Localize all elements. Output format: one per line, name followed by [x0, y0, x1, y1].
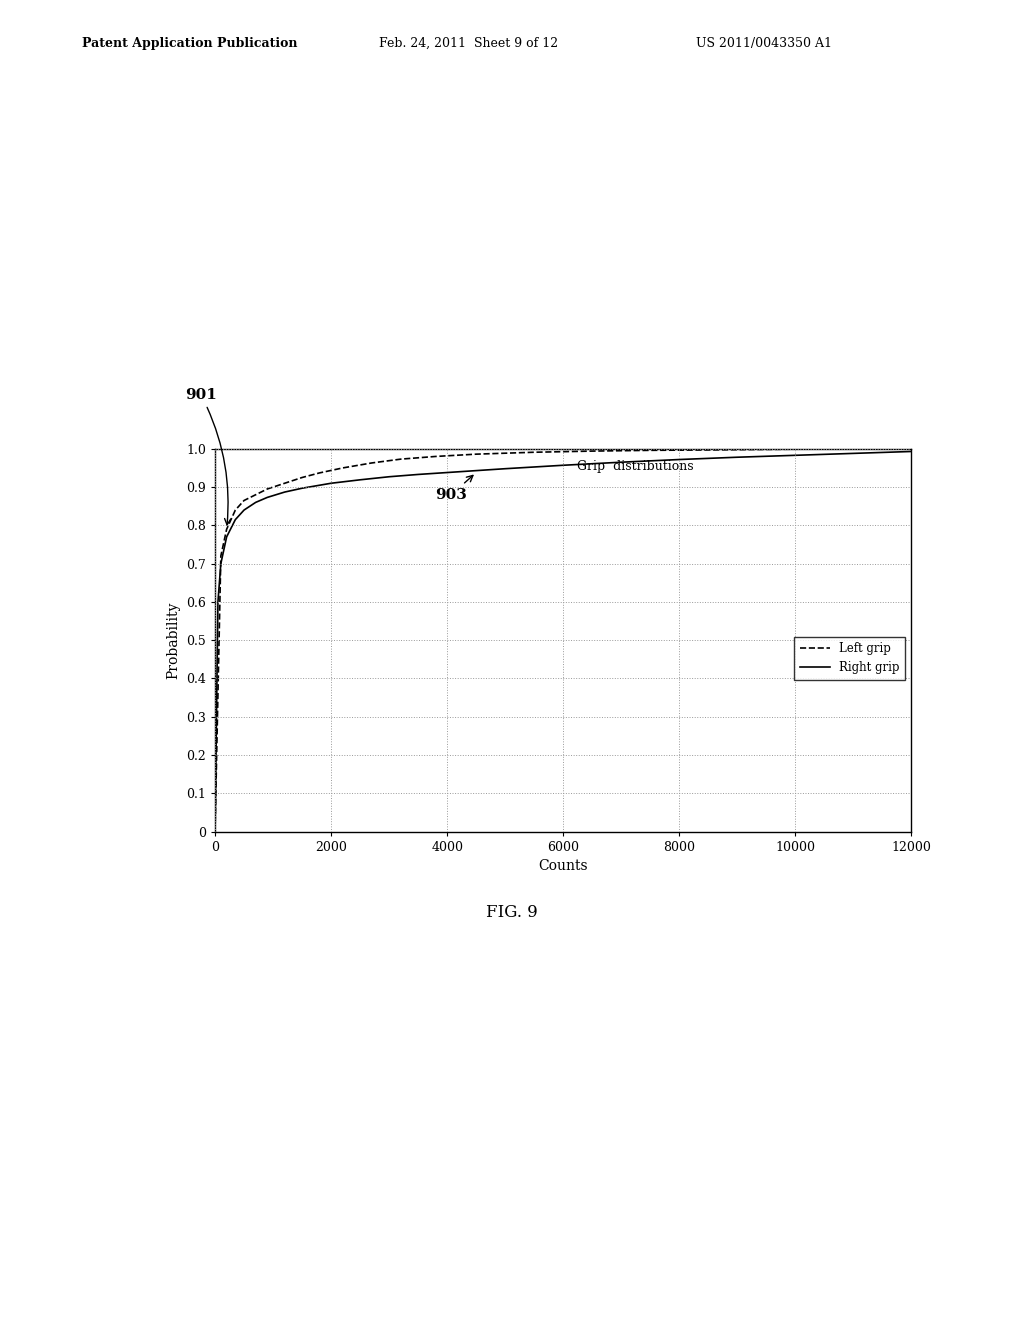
Left grip — [366, 455, 378, 471]
Text: US 2011/0043350 A1: US 2011/0043350 A1 — [696, 37, 833, 50]
Left grip — [905, 441, 918, 457]
Right grip — [220, 529, 232, 545]
Left grip — [229, 502, 242, 517]
Left grip — [220, 521, 232, 537]
Right grip — [673, 451, 685, 467]
Left grip — [279, 475, 291, 491]
Text: 903: 903 — [435, 475, 473, 502]
Right grip — [847, 445, 859, 461]
Right grip — [279, 484, 291, 500]
Right grip — [412, 466, 424, 482]
Text: Feb. 24, 2011  Sheet 9 of 12: Feb. 24, 2011 Sheet 9 of 12 — [379, 37, 558, 50]
Left grip — [528, 445, 541, 461]
Legend: Left grip, Right grip: Left grip, Right grip — [795, 636, 905, 680]
Left grip — [238, 492, 250, 508]
Left grip — [250, 487, 262, 503]
Left grip — [429, 449, 441, 465]
Text: Grip  distributions: Grip distributions — [578, 461, 693, 474]
Left grip — [644, 442, 656, 458]
Right grip — [441, 465, 454, 480]
Right grip — [499, 461, 511, 477]
Right grip — [325, 475, 337, 491]
Right grip — [905, 444, 918, 459]
Line: Right grip: Right grip — [215, 451, 911, 832]
Right grip — [731, 449, 743, 465]
Left grip — [261, 480, 273, 496]
Right grip — [238, 502, 250, 517]
Right grip — [790, 447, 802, 463]
Right grip — [354, 471, 367, 487]
Left grip — [394, 451, 407, 467]
Right grip — [212, 594, 224, 610]
Right grip — [557, 457, 569, 473]
Line: Left grip: Left grip — [215, 449, 911, 832]
Left grip — [470, 446, 482, 462]
Right grip — [296, 480, 308, 496]
X-axis label: Counts: Counts — [539, 859, 588, 874]
Left grip — [790, 441, 802, 457]
Y-axis label: Probability: Probability — [167, 602, 180, 678]
Text: 901: 901 — [185, 388, 230, 525]
Left grip — [586, 444, 598, 459]
Right grip — [261, 490, 273, 506]
Left grip — [313, 465, 326, 480]
Right grip — [229, 512, 242, 528]
Right grip — [209, 824, 221, 840]
Left grip — [296, 470, 308, 486]
Left grip — [702, 442, 715, 458]
Left grip — [209, 824, 221, 840]
Left grip — [215, 548, 227, 564]
Text: FIG. 9: FIG. 9 — [486, 904, 538, 921]
Left grip — [337, 461, 349, 477]
Right grip — [250, 495, 262, 511]
Right grip — [615, 454, 628, 470]
Text: Patent Application Publication: Patent Application Publication — [82, 37, 297, 50]
Right grip — [215, 556, 227, 572]
Right grip — [383, 469, 395, 484]
